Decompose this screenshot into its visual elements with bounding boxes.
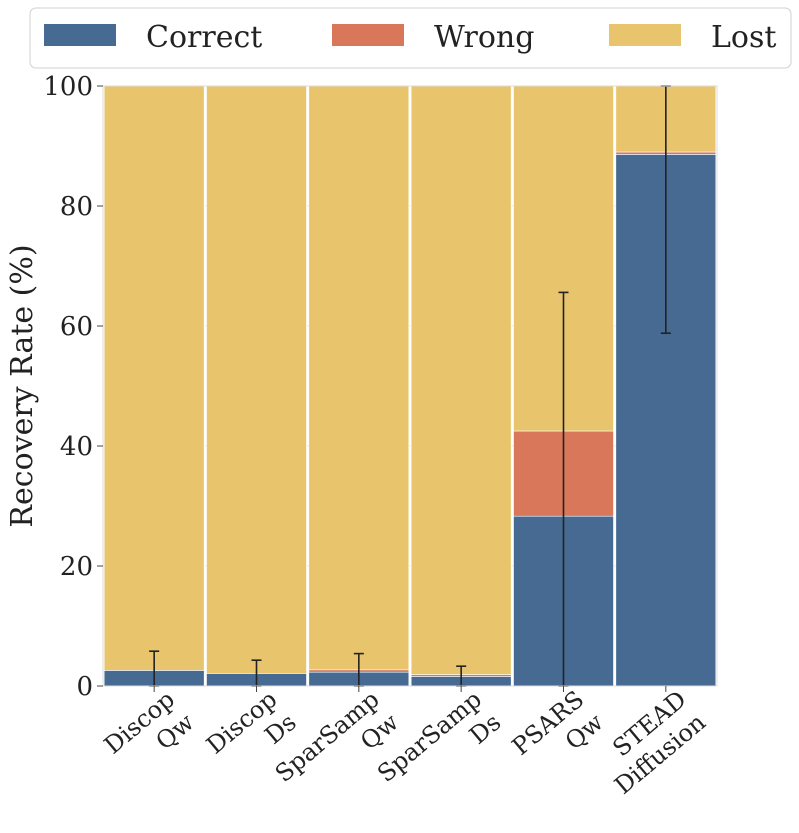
legend-box bbox=[29, 7, 792, 69]
bar-lost-3 bbox=[410, 85, 512, 675]
x-tick-label: SparSampQw bbox=[270, 685, 405, 811]
plot-frame bbox=[102, 85, 718, 687]
legend-label-wrong: Wrong bbox=[434, 20, 534, 55]
legend: Correct Wrong Lost bbox=[29, 7, 792, 69]
y-tick-label: 0 bbox=[76, 672, 93, 702]
x-tick-label: PSARSQw bbox=[507, 685, 609, 784]
bars bbox=[103, 85, 717, 687]
bar-lost-0 bbox=[103, 85, 205, 671]
y-tick-label: 40 bbox=[60, 432, 93, 462]
y-tick-label: 60 bbox=[60, 312, 93, 342]
error-bars bbox=[149, 85, 671, 687]
legend-swatch-lost bbox=[609, 24, 681, 46]
y-tick-label: 80 bbox=[60, 192, 93, 222]
bar-lost-2 bbox=[308, 85, 410, 671]
axes bbox=[102, 85, 718, 687]
legend-label-correct: Correct bbox=[146, 20, 262, 55]
bar-lost-1 bbox=[206, 85, 307, 674]
x-tick-label: DiscopQw bbox=[99, 685, 200, 783]
y-tick-label: 20 bbox=[60, 552, 93, 582]
y-axis-label: Recovery Rate (%) bbox=[5, 244, 40, 527]
y-ticks: 0 20 40 60 80 100 bbox=[43, 72, 103, 702]
x-tick-label: STEADDiffusion bbox=[590, 685, 711, 800]
legend-swatch-correct bbox=[44, 24, 116, 46]
x-tick-label: SparSampDs bbox=[372, 685, 506, 811]
legend-label-lost: Lost bbox=[711, 20, 776, 55]
legend-swatch-wrong bbox=[332, 24, 404, 46]
y-tick-label: 100 bbox=[43, 72, 93, 102]
